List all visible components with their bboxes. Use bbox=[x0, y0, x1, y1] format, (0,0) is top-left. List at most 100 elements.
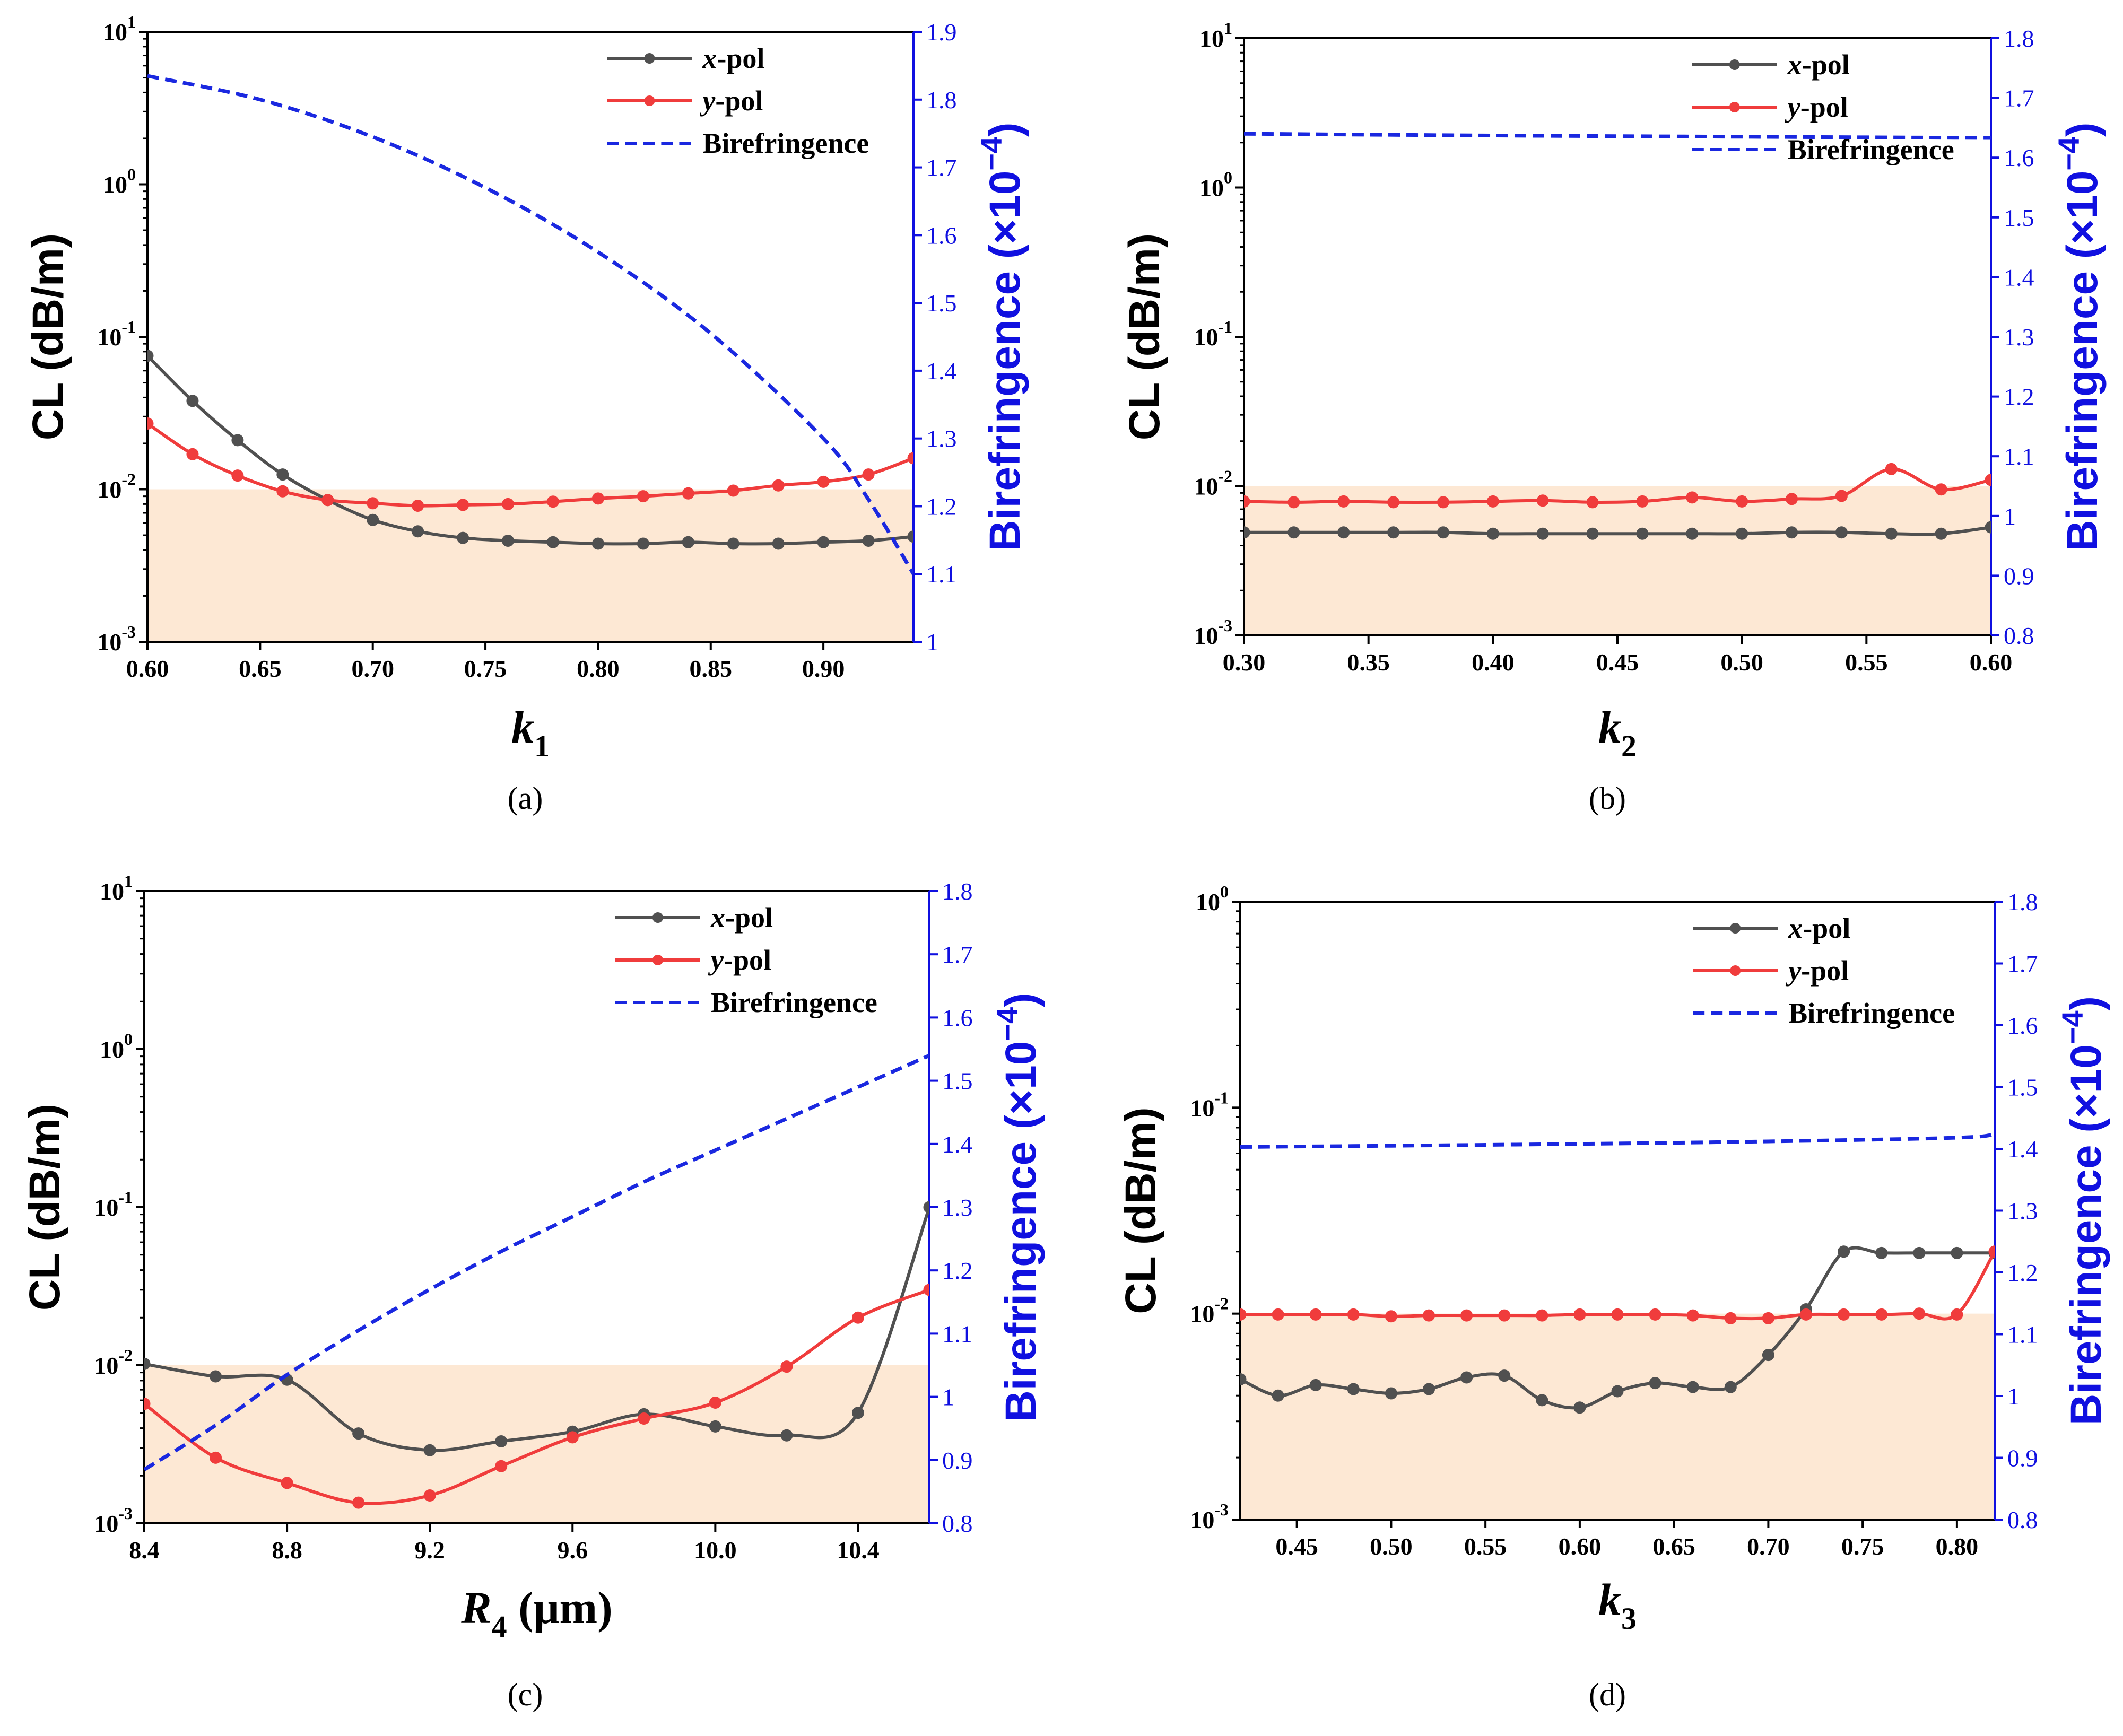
data-point bbox=[1498, 1369, 1511, 1382]
legend-label: Birefringence bbox=[711, 987, 877, 1018]
data-point bbox=[1536, 494, 1549, 507]
x-label-unit: (μm) bbox=[507, 1582, 613, 1633]
y-tick-exp: -2 bbox=[1214, 1294, 1229, 1313]
x-label-symbol: k bbox=[1598, 1574, 1621, 1625]
x-label-subscript: 4 bbox=[492, 1609, 507, 1644]
data-point bbox=[1988, 1245, 1995, 1258]
data-point bbox=[1951, 1246, 1963, 1259]
legend-marker bbox=[644, 53, 655, 64]
x-label-subscript: 1 bbox=[534, 729, 550, 763]
y-tick-base: 10 bbox=[97, 324, 121, 351]
y-tick-label: 10-1 bbox=[94, 1188, 133, 1221]
y2-tick-label: 1.6 bbox=[926, 222, 957, 249]
x-tick-label: 0.50 bbox=[1720, 649, 1763, 676]
y-tick-label: 101 bbox=[100, 871, 133, 905]
data-point bbox=[1985, 474, 1991, 486]
data-point bbox=[1423, 1383, 1435, 1395]
y-tick-label: 10-3 bbox=[1190, 1500, 1229, 1533]
y2-axis-label: Birefringence (×10−4) bbox=[990, 993, 1045, 1422]
y-tick-base: 10 bbox=[1199, 175, 1224, 202]
x-label-symbol: k bbox=[511, 702, 534, 753]
threshold-shade bbox=[1240, 1313, 1995, 1520]
cl-line bbox=[144, 1288, 929, 1505]
y2-tick-label: 1.7 bbox=[2004, 85, 2034, 112]
y-tick-label: 10-2 bbox=[1194, 467, 1232, 500]
y2-tick-label: 1.2 bbox=[942, 1257, 973, 1284]
y-tick-label: 100 bbox=[100, 1030, 133, 1063]
data-point bbox=[231, 469, 244, 482]
data-point bbox=[1347, 1308, 1360, 1321]
x-tick-label: 0.70 bbox=[351, 655, 394, 682]
data-point bbox=[1385, 1310, 1397, 1323]
data-point bbox=[1835, 490, 1848, 502]
data-point bbox=[1736, 527, 1748, 540]
y-tick-base: 10 bbox=[94, 1352, 118, 1379]
data-point bbox=[144, 1357, 151, 1370]
cl-line bbox=[1240, 1246, 1995, 1410]
data-point bbox=[147, 350, 154, 362]
data-point bbox=[1762, 1349, 1774, 1362]
y2-tick-label: 1.4 bbox=[2007, 1136, 2038, 1163]
series-birefringence bbox=[147, 74, 913, 575]
y2-tick-label: 1.8 bbox=[926, 86, 957, 114]
y-tick-exp: -1 bbox=[1214, 1088, 1229, 1107]
x-tick-label: 0.45 bbox=[1596, 649, 1639, 676]
y-tick-exp: 1 bbox=[124, 871, 133, 891]
data-point bbox=[1649, 1308, 1661, 1321]
y2-tick-label: 1.5 bbox=[942, 1068, 973, 1095]
y-tick-base: 10 bbox=[100, 1036, 124, 1063]
data-point bbox=[1885, 463, 1898, 475]
data-point bbox=[1536, 527, 1549, 540]
data-point bbox=[1951, 1308, 1963, 1321]
x-tick-label: 9.2 bbox=[414, 1537, 445, 1564]
legend-label-var: x bbox=[1787, 49, 1802, 81]
y2-tick-label: 1.3 bbox=[926, 425, 957, 452]
y2-tick-label: 1.7 bbox=[926, 154, 957, 181]
data-point bbox=[1611, 1385, 1624, 1398]
panel-caption: (b) bbox=[1589, 781, 1626, 816]
data-point bbox=[276, 468, 289, 481]
legend-label: y-pol bbox=[1785, 955, 1849, 987]
y-tick-label: 10-1 bbox=[97, 317, 136, 351]
x-tick-label: 0.60 bbox=[126, 655, 169, 682]
data-point bbox=[907, 530, 913, 543]
legend-label: Birefringence bbox=[1788, 134, 1954, 165]
data-point bbox=[1838, 1245, 1850, 1258]
data-point bbox=[1686, 1381, 1699, 1393]
data-point bbox=[1387, 526, 1400, 539]
x-tick-label: 0.60 bbox=[1970, 649, 2013, 676]
x-tick-label: 0.55 bbox=[1845, 649, 1888, 676]
data-point bbox=[1786, 493, 1798, 505]
data-point bbox=[817, 475, 830, 488]
data-point bbox=[727, 537, 739, 550]
chart-panel-c: 8.4 8.8 9.2 9.6 10.0 10.410-310-210-11001010.… bbox=[21, 871, 1045, 1712]
y2-label-main: Birefringence (×10 bbox=[2058, 171, 2107, 552]
y-tick-base: 10 bbox=[103, 19, 127, 46]
data-point bbox=[147, 417, 154, 430]
chart-panel-d: 0.45 0.50 0.55 0.60 0.65 0.70 0.75 0.8010-310-2… bbox=[1117, 882, 2110, 1712]
data-point bbox=[1835, 526, 1848, 539]
birefringence-line bbox=[1244, 132, 1991, 140]
legend-label: x-pol bbox=[710, 902, 773, 934]
y-tick-exp: 0 bbox=[127, 165, 136, 184]
data-point bbox=[862, 468, 875, 481]
data-point bbox=[276, 485, 289, 498]
data-point bbox=[1347, 1383, 1360, 1395]
y-tick-label: 10-1 bbox=[1190, 1088, 1229, 1121]
data-point bbox=[281, 1477, 293, 1489]
data-point bbox=[1272, 1308, 1284, 1321]
data-point bbox=[495, 1460, 508, 1472]
legend-label-suffix: -pol bbox=[1802, 49, 1850, 81]
data-point bbox=[1536, 1309, 1548, 1322]
data-point bbox=[423, 1444, 436, 1456]
series-birefringence bbox=[144, 1053, 929, 1471]
data-point bbox=[412, 500, 424, 512]
data-point bbox=[772, 479, 785, 492]
y2-tick-label: 1.3 bbox=[942, 1194, 973, 1221]
data-point bbox=[423, 1489, 436, 1502]
x-tick-label: 0.80 bbox=[1936, 1533, 1979, 1560]
data-point bbox=[1686, 1309, 1699, 1322]
legend-label-suffix: -pol bbox=[1801, 955, 1849, 987]
